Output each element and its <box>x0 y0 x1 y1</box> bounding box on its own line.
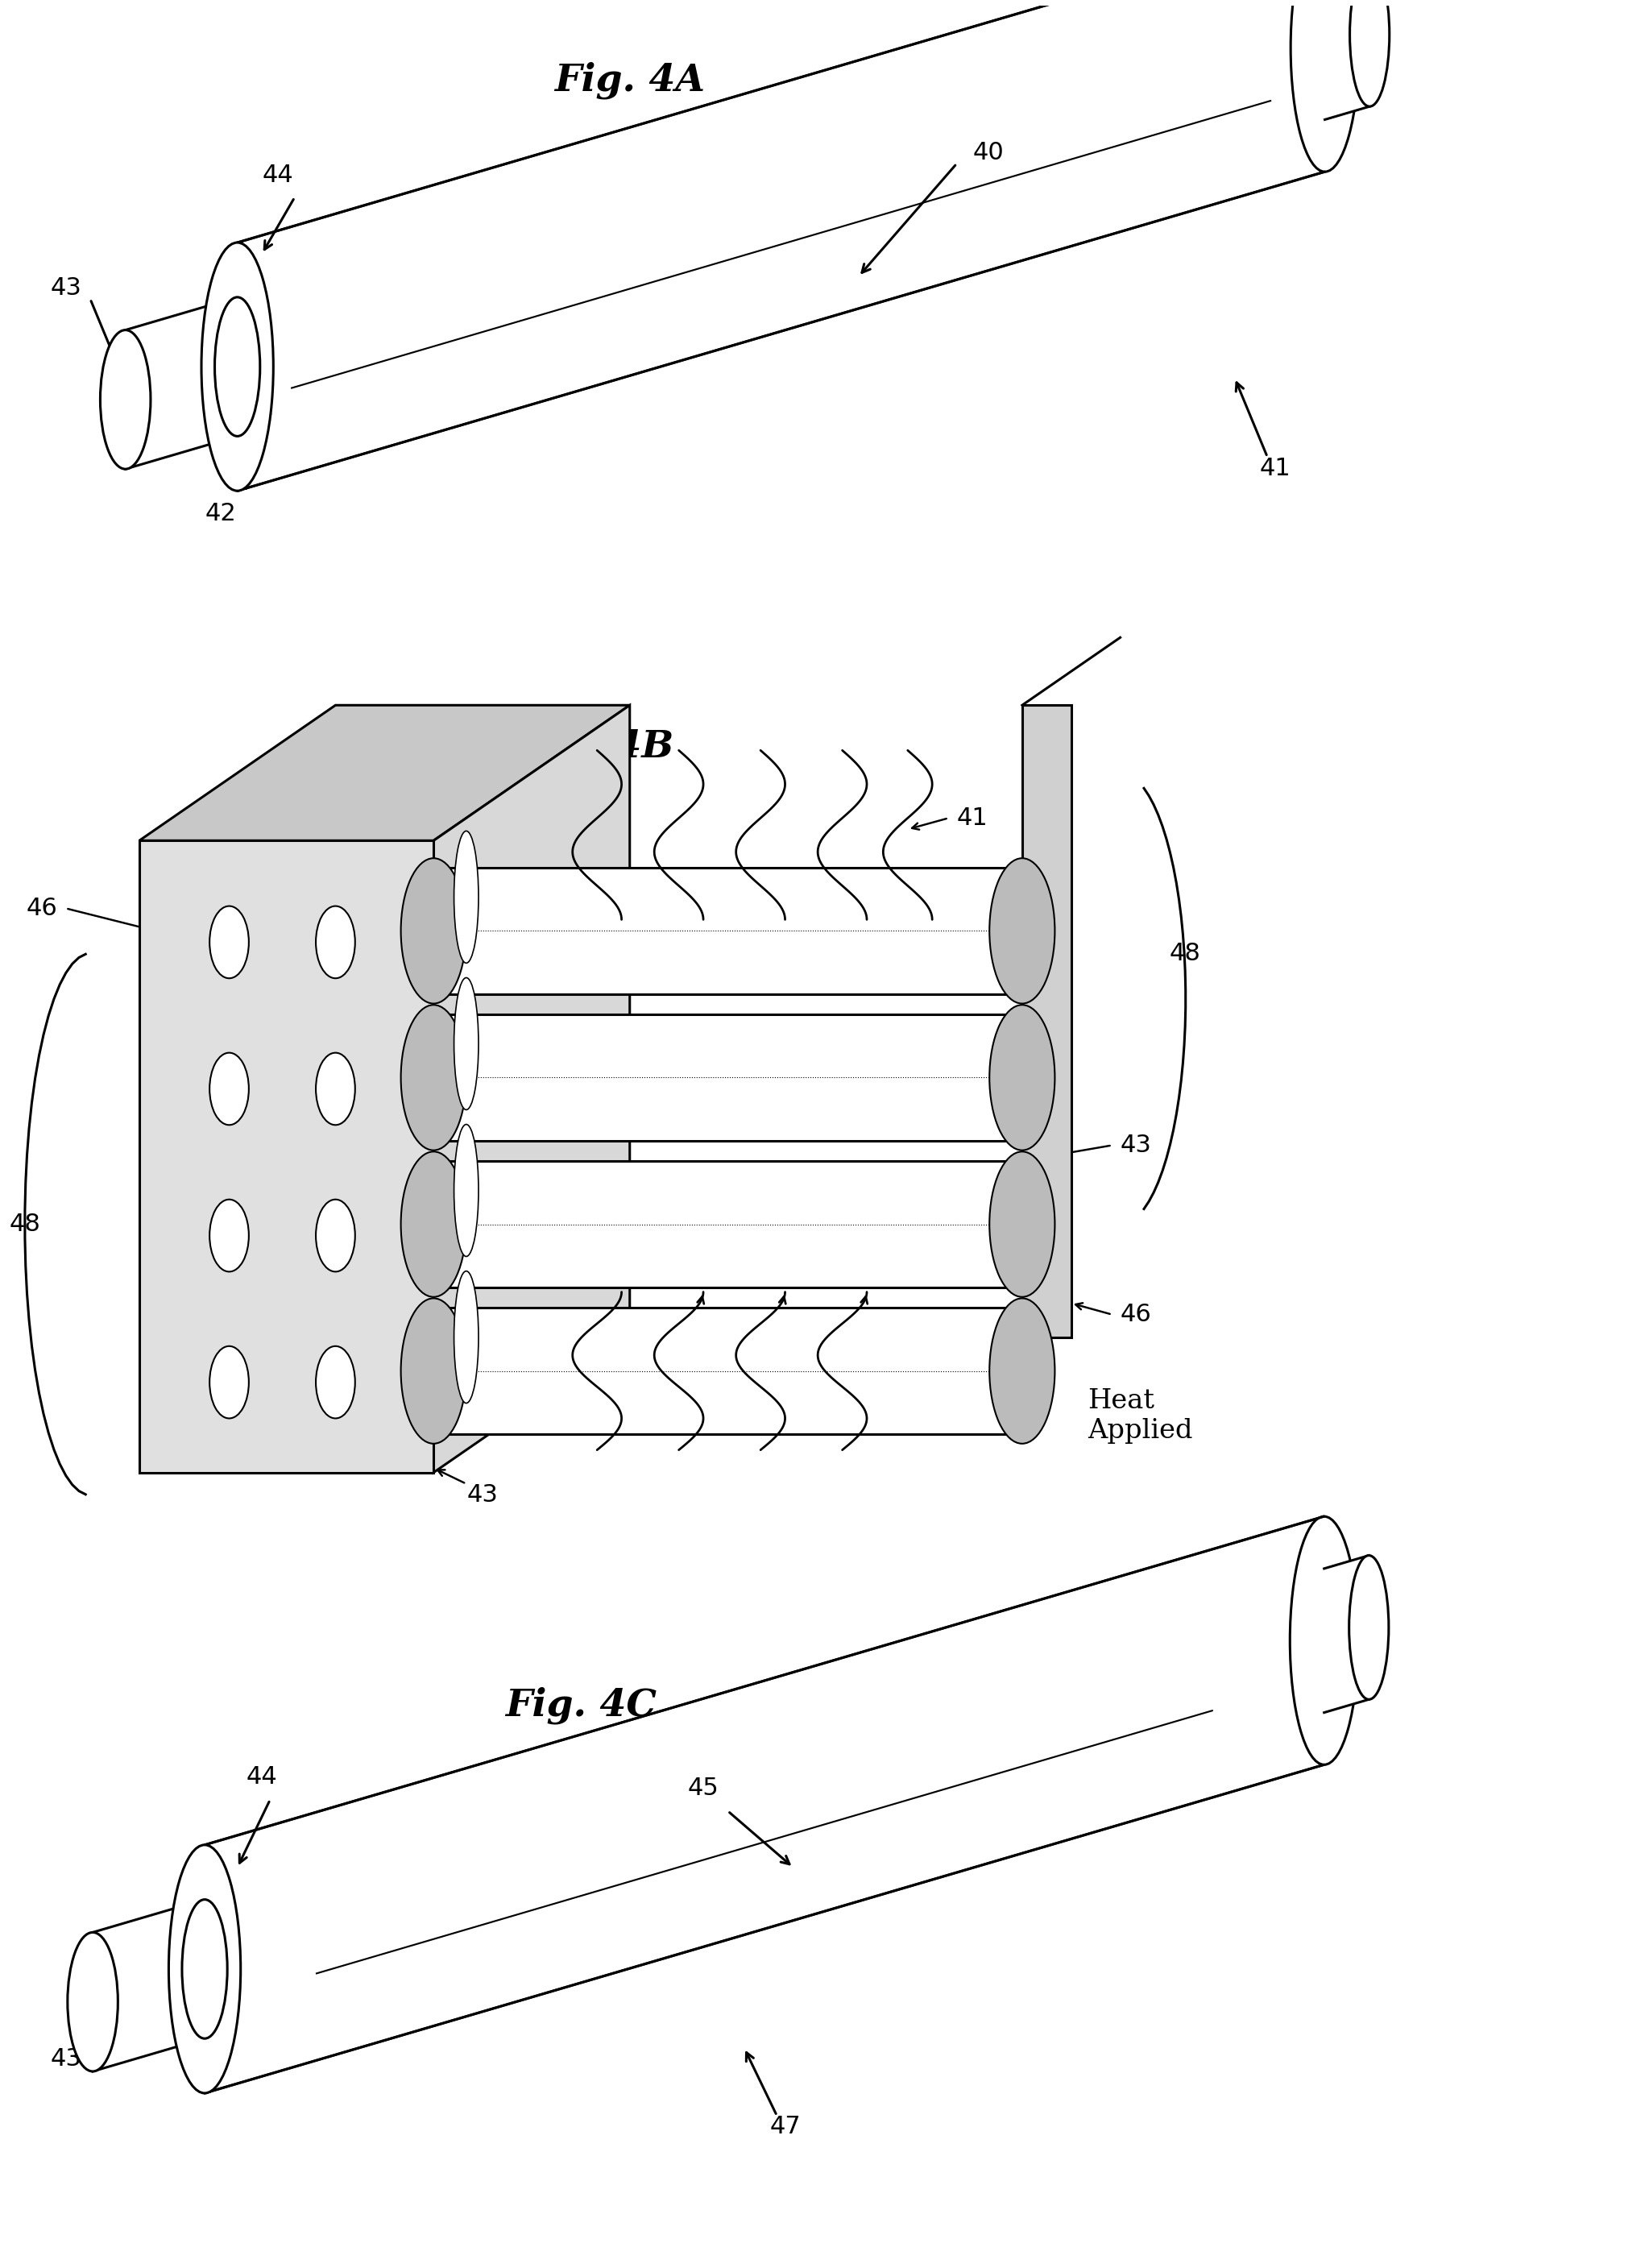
Ellipse shape <box>989 857 1055 1002</box>
Ellipse shape <box>401 1005 467 1150</box>
Text: Fig. 4A: Fig. 4A <box>554 61 706 100</box>
Ellipse shape <box>317 905 355 978</box>
Text: 41: 41 <box>1260 456 1291 481</box>
Ellipse shape <box>1351 0 1390 107</box>
Polygon shape <box>1324 0 1370 120</box>
Ellipse shape <box>317 1347 355 1418</box>
Text: 41: 41 <box>956 807 988 830</box>
Ellipse shape <box>1349 1556 1388 1699</box>
Ellipse shape <box>101 331 150 469</box>
Text: Heat
Applied: Heat Applied <box>1088 1388 1192 1445</box>
Text: 46: 46 <box>1120 1302 1151 1327</box>
Polygon shape <box>237 0 1324 490</box>
Ellipse shape <box>401 1152 467 1297</box>
Ellipse shape <box>209 1200 249 1272</box>
Polygon shape <box>92 1901 204 2071</box>
Bar <box>434 869 1022 993</box>
Text: 40: 40 <box>353 953 384 978</box>
Ellipse shape <box>317 1200 355 1272</box>
Ellipse shape <box>989 1297 1055 1445</box>
Polygon shape <box>125 297 237 469</box>
Ellipse shape <box>989 1152 1055 1297</box>
Text: Fig. 4C: Fig. 4C <box>505 1687 656 1724</box>
Ellipse shape <box>317 1052 355 1125</box>
Text: 46: 46 <box>26 896 58 921</box>
Polygon shape <box>1324 1556 1369 1712</box>
Ellipse shape <box>168 1844 241 2093</box>
Text: 40: 40 <box>973 141 1004 163</box>
Polygon shape <box>434 705 630 1472</box>
Text: 43: 43 <box>49 277 81 299</box>
Bar <box>139 841 434 1472</box>
Ellipse shape <box>453 1125 478 1256</box>
Text: 43: 43 <box>467 1483 498 1506</box>
Ellipse shape <box>209 905 249 978</box>
Ellipse shape <box>214 297 261 435</box>
Text: 43: 43 <box>1120 1134 1151 1157</box>
Bar <box>434 1161 1022 1288</box>
Text: 48: 48 <box>10 1213 41 1236</box>
Ellipse shape <box>201 243 274 490</box>
Bar <box>434 1309 1022 1433</box>
Ellipse shape <box>209 1347 249 1418</box>
Text: Fig. 4B: Fig. 4B <box>521 728 674 764</box>
Text: 48: 48 <box>1169 941 1200 966</box>
Ellipse shape <box>1291 0 1359 172</box>
Ellipse shape <box>989 1005 1055 1150</box>
Text: 44: 44 <box>262 163 294 186</box>
Ellipse shape <box>453 978 478 1109</box>
Text: 44: 44 <box>246 1765 277 1789</box>
Ellipse shape <box>209 1052 249 1125</box>
Text: 42: 42 <box>206 501 236 526</box>
Polygon shape <box>204 1517 1324 2093</box>
Ellipse shape <box>453 830 478 964</box>
Ellipse shape <box>1290 1517 1359 1765</box>
Polygon shape <box>139 705 630 841</box>
Bar <box>434 1014 1022 1141</box>
Text: 45: 45 <box>688 1776 719 1801</box>
Bar <box>1022 705 1072 1338</box>
Ellipse shape <box>181 1901 228 2039</box>
Ellipse shape <box>401 857 467 1002</box>
Text: 47: 47 <box>770 2116 801 2139</box>
Ellipse shape <box>401 1297 467 1445</box>
Text: 43: 43 <box>49 2048 81 2071</box>
Ellipse shape <box>453 1270 478 1404</box>
Ellipse shape <box>68 1932 117 2071</box>
